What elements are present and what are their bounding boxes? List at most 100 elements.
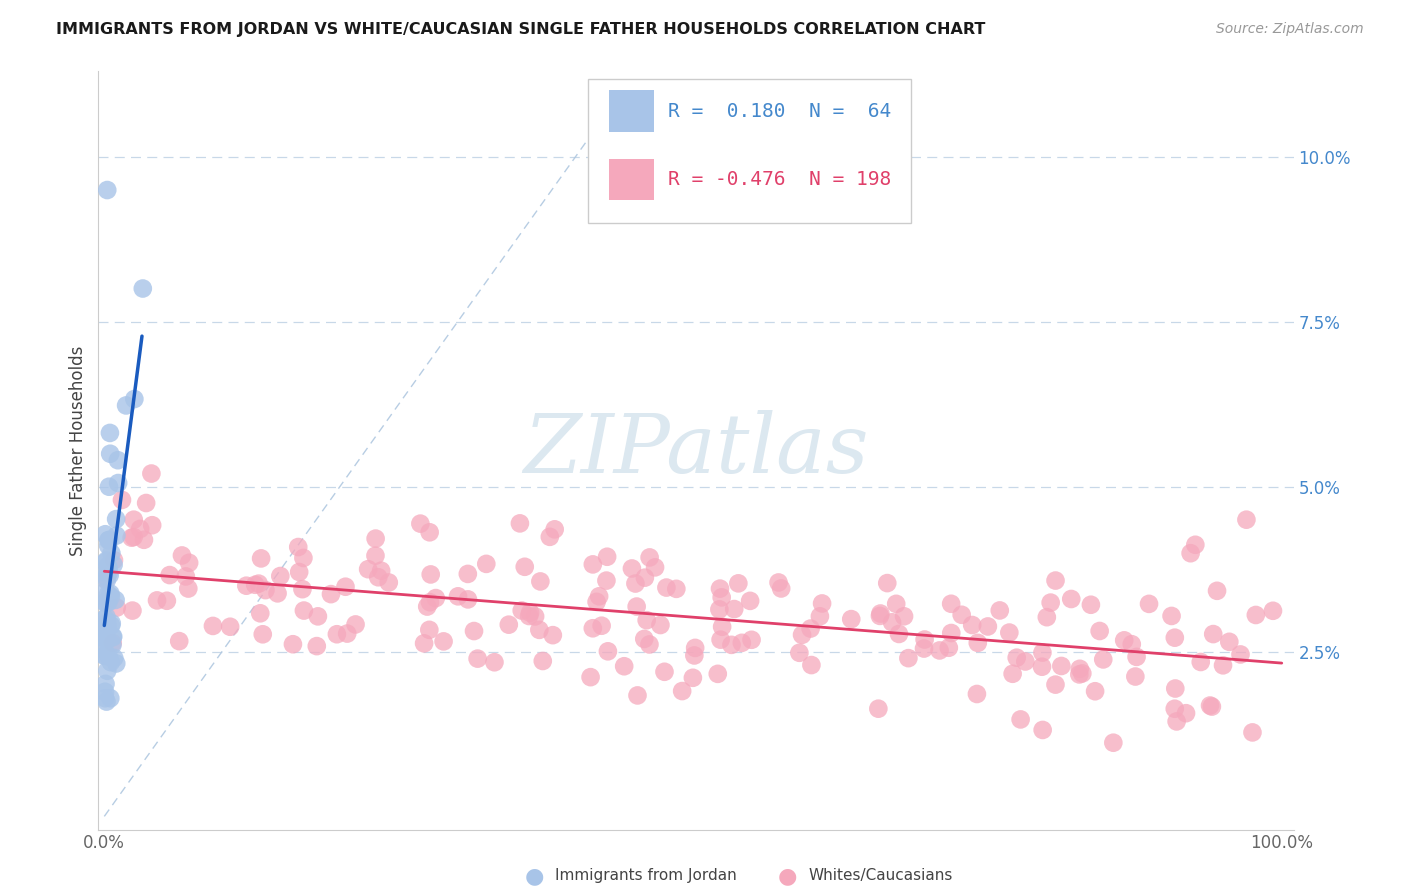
Point — [344, 617, 367, 632]
Point — [105, 600, 128, 615]
Point — [96, 566, 118, 581]
Point — [93, 643, 115, 657]
Point — [1069, 667, 1091, 681]
Point — [1080, 598, 1102, 612]
Point — [93, 629, 115, 643]
Point — [1218, 635, 1240, 649]
Point — [595, 574, 617, 588]
Point — [1102, 736, 1125, 750]
Point — [419, 595, 441, 609]
Point — [281, 637, 304, 651]
Point — [100, 655, 122, 669]
Point — [1014, 655, 1036, 669]
Point — [105, 512, 128, 526]
Point — [1114, 633, 1136, 648]
Point — [789, 646, 811, 660]
Point — [245, 578, 267, 592]
Point — [409, 516, 432, 531]
Point — [97, 566, 120, 580]
Point — [665, 582, 688, 596]
Point — [288, 565, 311, 579]
Point — [1206, 583, 1229, 598]
Point — [636, 613, 658, 627]
Point — [94, 633, 117, 648]
Point — [1261, 604, 1284, 618]
Point — [93, 631, 115, 645]
Point — [463, 624, 485, 638]
Point — [723, 602, 745, 616]
Point — [710, 632, 733, 647]
Point — [292, 551, 315, 566]
Point — [928, 643, 950, 657]
Point — [159, 568, 181, 582]
Point — [132, 533, 155, 547]
Point — [1164, 702, 1187, 716]
Point — [103, 630, 125, 644]
Point — [524, 609, 547, 624]
Point — [94, 691, 117, 706]
Point — [1039, 596, 1062, 610]
Point — [624, 576, 647, 591]
Point — [960, 618, 983, 632]
Point — [467, 651, 489, 665]
Point — [529, 574, 551, 589]
Point — [977, 619, 1000, 633]
Point — [1092, 652, 1115, 666]
FancyBboxPatch shape — [589, 79, 911, 223]
Point — [727, 576, 749, 591]
Text: ●: ● — [524, 866, 544, 886]
Point — [509, 516, 531, 531]
Point — [1125, 669, 1147, 683]
Point — [457, 566, 479, 581]
Point — [96, 617, 118, 632]
Point — [141, 467, 163, 481]
Point — [122, 530, 145, 544]
Point — [98, 480, 121, 494]
Point — [654, 665, 676, 679]
Point — [104, 593, 127, 607]
Point — [179, 556, 201, 570]
Point — [582, 621, 605, 635]
Point — [122, 513, 145, 527]
Point — [998, 625, 1021, 640]
Point — [247, 576, 270, 591]
Point — [235, 579, 257, 593]
Point — [201, 619, 224, 633]
Point — [1201, 699, 1223, 714]
Point — [170, 549, 193, 563]
Point — [650, 618, 672, 632]
FancyBboxPatch shape — [609, 90, 654, 132]
Point — [740, 594, 762, 608]
Point — [418, 623, 440, 637]
Point — [1166, 714, 1188, 729]
Point — [98, 447, 121, 461]
Point — [115, 399, 138, 413]
Point — [939, 597, 962, 611]
Point — [336, 626, 359, 640]
Point — [419, 567, 441, 582]
Point — [141, 518, 163, 533]
Point — [711, 620, 734, 634]
Point — [538, 530, 561, 544]
Text: Whites/Caucasians: Whites/Caucasians — [808, 869, 953, 883]
Point — [100, 616, 122, 631]
Point — [101, 630, 124, 644]
Point — [1031, 659, 1053, 673]
Point — [519, 606, 541, 620]
Point — [950, 607, 973, 622]
Point — [1084, 684, 1107, 698]
Point — [707, 666, 730, 681]
Point — [93, 648, 115, 663]
Point — [370, 564, 392, 578]
Point — [1229, 648, 1251, 662]
Point — [335, 580, 357, 594]
Point — [634, 571, 657, 585]
Point — [254, 583, 277, 598]
Point — [808, 609, 831, 624]
Point — [510, 603, 533, 617]
Point — [1032, 723, 1054, 737]
Point — [457, 592, 479, 607]
Point — [94, 622, 117, 636]
Point — [94, 677, 117, 691]
Point — [291, 582, 314, 597]
